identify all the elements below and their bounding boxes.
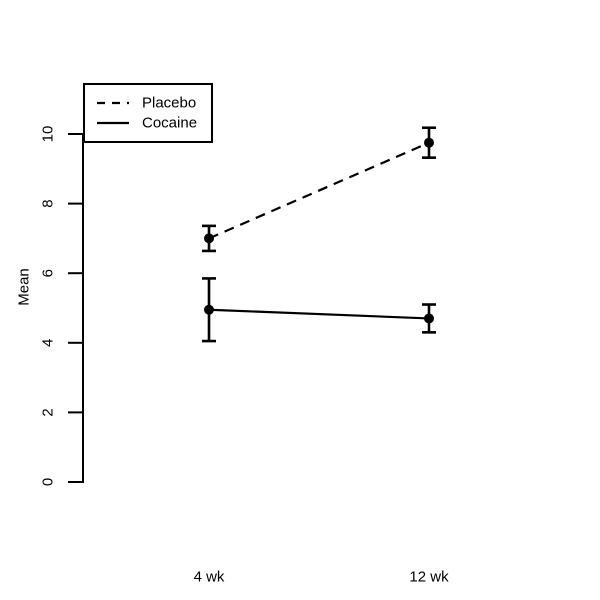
y-tick-label: 10 (40, 126, 57, 143)
y-tick-label: 2 (40, 408, 57, 416)
series-line-cocaine (208, 308, 430, 320)
y-axis-title: Mean (16, 268, 33, 306)
legend-label: Placebo (142, 95, 196, 112)
x-category-label: 4 wk (194, 569, 225, 586)
data-point-marker (204, 233, 214, 244)
x-category-label: 12 wk (409, 569, 449, 586)
legend-label: Cocaine (142, 115, 197, 132)
series-line-placebo (208, 141, 430, 240)
y-tick-label: 6 (40, 269, 57, 277)
data-point-marker (204, 304, 214, 315)
legend-box (83, 83, 213, 143)
y-tick-label: 8 (40, 199, 57, 207)
data-point-marker (424, 313, 434, 324)
y-tick-label: 0 (40, 478, 57, 486)
y-tick-label: 4 (40, 339, 57, 347)
data-point-marker (424, 137, 434, 148)
